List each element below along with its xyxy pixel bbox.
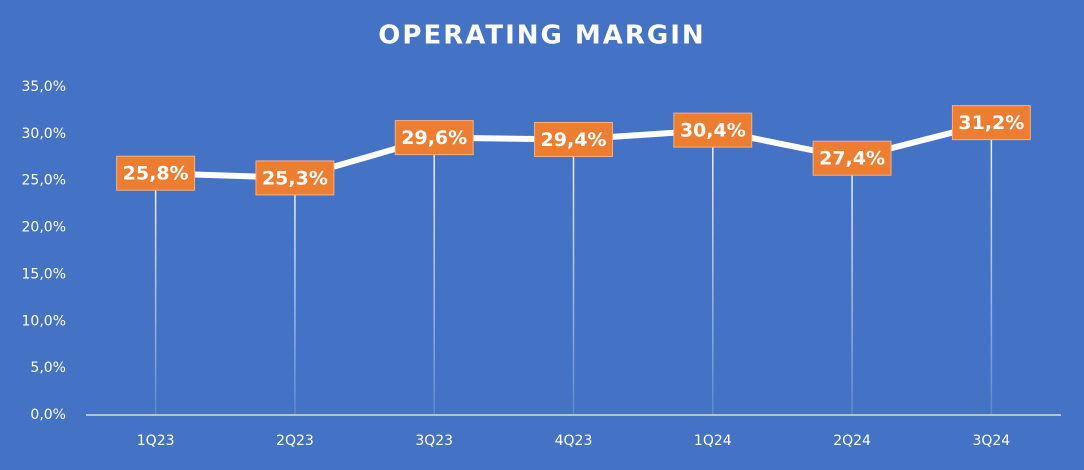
value-label: 25,3% [262, 167, 328, 189]
value-label-box [951, 105, 1031, 141]
value-label-box [534, 121, 613, 157]
y-tick-label: 15,0% [22, 266, 66, 282]
chart-title: OPERATING MARGIN [378, 21, 705, 51]
x-tick-label: 2Q24 [833, 433, 871, 449]
y-tick-label: 30,0% [22, 126, 66, 142]
value-label-box [116, 155, 196, 191]
x-tick-label: 3Q24 [972, 433, 1010, 449]
y-tick-label: 20,0% [22, 220, 66, 236]
value-label-box [812, 140, 892, 176]
x-tick-label: 1Q23 [137, 433, 175, 449]
y-tick-label: 0,0% [30, 407, 66, 423]
y-tick-label: 25,0% [22, 173, 66, 189]
value-label-box [255, 160, 335, 196]
y-tick-label: 10,0% [22, 313, 66, 329]
x-tick-label: 4Q23 [555, 433, 593, 449]
x-tick-label: 2Q23 [276, 433, 314, 449]
value-label: 25,8% [123, 163, 189, 185]
value-label: 31,2% [958, 112, 1024, 134]
y-tick-label: 5,0% [30, 360, 66, 376]
value-label: 29,4% [541, 129, 607, 151]
y-tick-label: 35,0% [22, 79, 66, 95]
value-label-box [673, 112, 753, 148]
value-label: 27,4% [819, 148, 885, 170]
x-tick-label: 3Q23 [415, 433, 453, 449]
value-label-box [394, 120, 474, 156]
x-tick-label: 1Q24 [694, 433, 732, 449]
value-label: 30,4% [680, 120, 746, 142]
value-label: 29,6% [401, 127, 467, 149]
